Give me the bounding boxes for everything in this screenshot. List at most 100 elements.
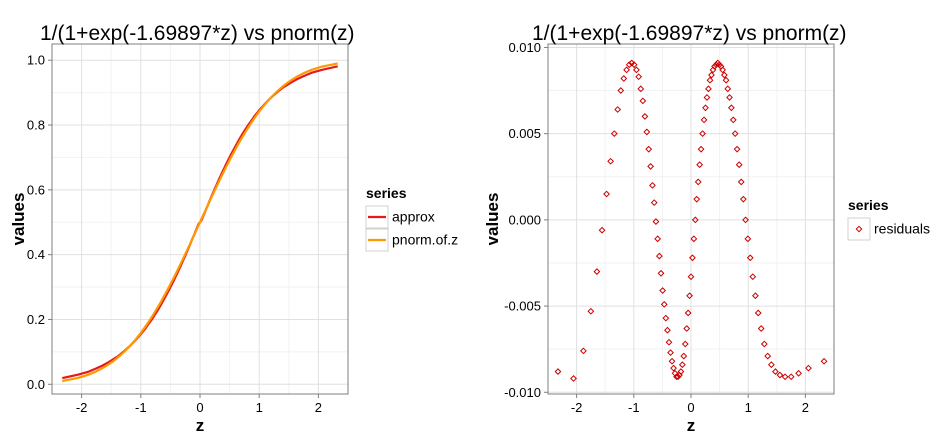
data-point-residuals: [737, 178, 745, 186]
data-point-residuals: [711, 63, 718, 70]
data-point-residuals: [617, 87, 625, 94]
legend: series residuals: [847, 197, 930, 241]
data-point-residuals: [749, 273, 757, 281]
y-tick-label: 0.8: [27, 118, 45, 133]
x-tick-label: 0: [196, 400, 203, 415]
data-point-residuals: [686, 292, 693, 300]
data-point-residuals: [635, 73, 643, 81]
data-point-residuals: [772, 368, 779, 375]
data-point-residuals: [702, 104, 709, 112]
y-tick-label: 0.2: [27, 312, 45, 327]
data-point-residuals: [598, 226, 606, 234]
y-tick-label: 0.010: [508, 40, 541, 55]
data-point-residuals: [641, 113, 649, 120]
data-point-residuals: [633, 66, 640, 74]
chart-title: 1/(1+exp(-1.69897*z) vs pnorm(z): [40, 22, 355, 45]
data-point-residuals: [697, 145, 705, 153]
x-tick-label: -2: [571, 400, 583, 415]
data-point-residuals: [681, 340, 689, 348]
data-point-residuals: [660, 300, 668, 308]
data-point-residuals: [587, 307, 595, 315]
data-point-residuals: [727, 104, 735, 112]
y-tick-label: 0.005: [508, 126, 541, 141]
data-point-residuals: [677, 368, 685, 375]
x-tick-label: 0: [687, 400, 694, 415]
legend-label: residuals: [874, 221, 930, 237]
y-tick-label: 0.000: [508, 212, 541, 227]
x-tick-label: 1: [745, 400, 752, 415]
data-point-residuals: [722, 76, 730, 84]
x-tick-label: 1: [256, 400, 263, 415]
data-point-residuals: [655, 252, 663, 260]
legend-key-box: [847, 217, 871, 241]
data-point-residuals: [687, 273, 695, 281]
data-point-residuals: [726, 94, 733, 101]
x-tick-label: -1: [628, 400, 640, 415]
data-point-residuals: [757, 325, 765, 332]
data-point-residuals: [795, 369, 803, 377]
y-tick-label: 0.0: [27, 377, 45, 392]
data-point-residuals: [570, 375, 577, 382]
data-point-residuals: [643, 128, 651, 136]
data-point-residuals: [657, 269, 665, 277]
data-point-residuals: [742, 216, 749, 224]
data-point-residuals: [650, 199, 658, 207]
data-point-residuals: [700, 116, 708, 124]
data-point-residuals: [654, 235, 662, 243]
legend-label: approx: [392, 209, 435, 225]
data-point-residuals: [708, 71, 715, 79]
data-point-residuals: [665, 338, 673, 346]
y-tick-label: -0.005: [504, 299, 541, 314]
data-point-residuals: [764, 352, 772, 360]
data-point-residuals: [579, 347, 587, 355]
data-point-residuals: [805, 364, 812, 372]
data-point-residuals: [645, 145, 653, 153]
x-tick-label: -2: [76, 400, 88, 415]
data-point-residuals: [673, 373, 680, 381]
data-point-residuals: [630, 61, 638, 69]
data-point-residuals: [610, 130, 618, 138]
data-point-residuals: [706, 76, 714, 84]
data-point-residuals: [683, 325, 691, 332]
data-point-residuals: [787, 373, 795, 381]
data-point-residuals: [667, 349, 674, 357]
data-point-residuals: [746, 254, 754, 262]
data-point-residuals: [744, 235, 752, 243]
data-point-residuals: [662, 314, 670, 322]
x-tick-label: -1: [135, 400, 147, 415]
data-point-residuals: [603, 190, 610, 198]
data-point-residuals: [694, 178, 702, 186]
data-point-residuals: [751, 292, 759, 300]
x-tick-label: 2: [315, 400, 322, 415]
data-point-residuals: [647, 163, 655, 170]
data-point-residuals: [620, 75, 628, 82]
y-tick-label: 0.4: [27, 247, 45, 262]
x-axis-label: z: [196, 416, 205, 434]
data-point-residuals: [733, 145, 741, 153]
data-point-residuals: [593, 268, 601, 275]
data-point-residuals: [776, 371, 784, 379]
data-point-residuals: [668, 357, 676, 365]
x-tick-label: 2: [802, 400, 809, 415]
data-point-residuals: [680, 352, 688, 360]
legend-title: series: [366, 185, 407, 201]
legend: series approx pnorm.of.z: [365, 185, 458, 252]
data-point-residuals: [739, 195, 747, 203]
data-point-residuals: [637, 85, 645, 93]
data-point-residuals: [639, 97, 647, 105]
data-point-residuals: [735, 161, 743, 169]
data-point-residuals: [705, 85, 712, 93]
data-point-residuals: [690, 235, 698, 243]
y-tick-label: -0.010: [504, 385, 541, 400]
chart-2: -2 -1 0 1 2 -0.010 -0.005 0.000 0.005 0.0101/(1+e…: [483, 22, 930, 434]
data-point-residuals: [781, 373, 789, 381]
chart-1: -2 -1 0 1 2 0.0 0.2 0.4 0.6 0.8 1.0 1/(1+exp(-1.698…: [9, 22, 458, 434]
data-point-residuals: [674, 373, 682, 381]
data-point-residuals: [689, 254, 696, 262]
x-axis-label: z: [687, 416, 696, 434]
data-point-residuals: [649, 181, 656, 189]
data-point-residuals: [699, 130, 706, 138]
y-tick-label: 1.0: [27, 53, 45, 68]
data-point-residuals: [696, 161, 704, 169]
